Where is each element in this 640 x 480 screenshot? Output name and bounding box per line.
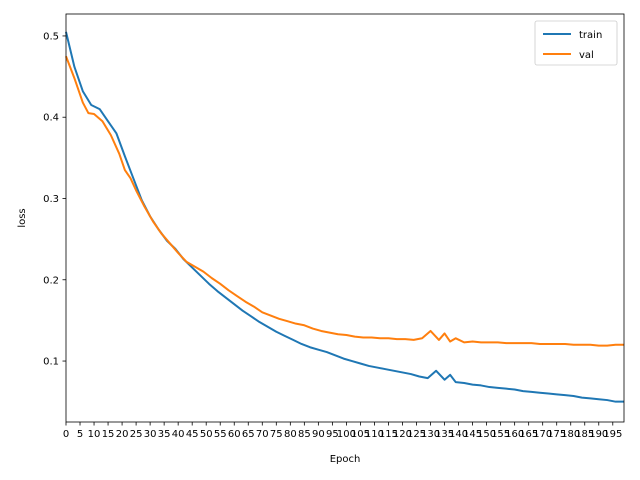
y-axis-ticks: 0.1 0.2 0.3 0.4 0.5	[43, 31, 66, 368]
x-tick-label: 20	[116, 429, 129, 440]
x-tick-label: 5	[77, 429, 83, 440]
x-tick-label: 40	[172, 429, 185, 440]
x-tick-label: 150	[477, 429, 496, 440]
series-line-val	[65, 55, 624, 347]
x-tick-label: 110	[365, 429, 384, 440]
x-tick-label: 85	[298, 429, 311, 440]
y-tick-label: 0.2	[43, 275, 59, 286]
x-tick-label: 185	[575, 429, 594, 440]
x-tick-label: 75	[270, 429, 283, 440]
x-tick-label: 0	[63, 429, 69, 440]
x-tick-label: 35	[158, 429, 171, 440]
y-tick-label: 0.4	[43, 113, 59, 124]
x-tick-label: 180	[561, 429, 580, 440]
x-tick-label: 165	[519, 429, 538, 440]
y-axis-label: loss	[17, 208, 28, 227]
x-tick-label: 25	[130, 429, 143, 440]
x-tick-label: 135	[435, 429, 454, 440]
x-tick-label: 125	[407, 429, 426, 440]
x-tick-label: 70	[256, 429, 269, 440]
x-tick-label: 175	[547, 429, 566, 440]
x-tick-label: 155	[491, 429, 510, 440]
x-tick-label: 45	[186, 429, 199, 440]
x-tick-label: 60	[228, 429, 241, 440]
x-tick-label: 170	[533, 429, 552, 440]
x-tick-label: 195	[603, 429, 622, 440]
x-tick-label: 30	[144, 429, 157, 440]
y-tick-label: 0.5	[43, 31, 59, 42]
plot-lines	[65, 31, 624, 403]
legend-label-val: val	[579, 50, 594, 61]
legend: train val	[534, 20, 618, 66]
x-tick-label: 55	[214, 429, 227, 440]
x-tick-label: 50	[200, 429, 213, 440]
x-tick-label: 140	[449, 429, 468, 440]
x-tick-label: 80	[284, 429, 297, 440]
x-axis-label: Epoch	[330, 454, 361, 465]
y-tick-label: 0.1	[43, 357, 59, 368]
x-tick-label: 115	[379, 429, 398, 440]
x-tick-label: 90	[312, 429, 325, 440]
x-tick-label: 160	[505, 429, 524, 440]
x-axis-ticks: 0 5 10 15 20 25 30 35 40 45 50 55 60 65 70 75 80 85 90 9510…	[63, 422, 622, 440]
x-tick-label: 120	[393, 429, 412, 440]
x-tick-label: 130	[421, 429, 440, 440]
x-tick-label: 100	[337, 429, 356, 440]
x-tick-label: 10	[88, 429, 101, 440]
x-tick-label: 65	[242, 429, 255, 440]
x-tick-label: 190	[589, 429, 608, 440]
x-tick-label: 15	[102, 429, 115, 440]
x-tick-label: 95	[326, 429, 339, 440]
x-tick-label: 105	[351, 429, 370, 440]
x-tick-label: 145	[463, 429, 482, 440]
legend-box	[534, 20, 618, 66]
legend-label-train: train	[579, 30, 602, 41]
plot-frame	[65, 13, 625, 423]
y-tick-label: 0.3	[43, 194, 59, 205]
